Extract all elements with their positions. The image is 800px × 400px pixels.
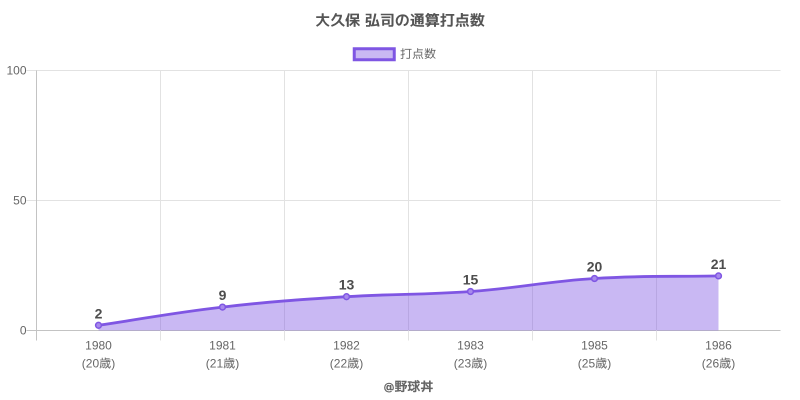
svg-text:1981: 1981 <box>209 339 236 353</box>
svg-text:(21: (21 <box>206 357 224 371</box>
svg-text:1983: 1983 <box>457 339 484 353</box>
svg-text:1980: 1980 <box>85 339 112 353</box>
svg-text:(25: (25 <box>578 357 596 371</box>
svg-text:20: 20 <box>587 259 603 275</box>
svg-text:13: 13 <box>339 277 355 293</box>
svg-text:21: 21 <box>711 256 727 272</box>
svg-text:1985: 1985 <box>581 339 608 353</box>
svg-text:2: 2 <box>95 305 103 321</box>
svg-text:(22: (22 <box>330 357 348 371</box>
svg-text:50: 50 <box>13 194 27 208</box>
svg-text:): ) <box>359 357 363 371</box>
svg-text:): ) <box>483 357 487 371</box>
svg-text:(26: (26 <box>702 357 720 371</box>
svg-text:15: 15 <box>463 272 479 288</box>
svg-text:100: 100 <box>6 64 26 78</box>
svg-text:1986: 1986 <box>705 339 732 353</box>
svg-text:9: 9 <box>219 287 227 303</box>
svg-text:): ) <box>731 357 735 371</box>
svg-text:(20: (20 <box>82 357 100 371</box>
svg-text:): ) <box>607 357 611 371</box>
svg-text:(23: (23 <box>454 357 472 371</box>
svg-text:): ) <box>111 357 115 371</box>
svg-text:1982: 1982 <box>333 339 360 353</box>
svg-text:): ) <box>235 357 239 371</box>
svg-text:0: 0 <box>20 324 27 338</box>
